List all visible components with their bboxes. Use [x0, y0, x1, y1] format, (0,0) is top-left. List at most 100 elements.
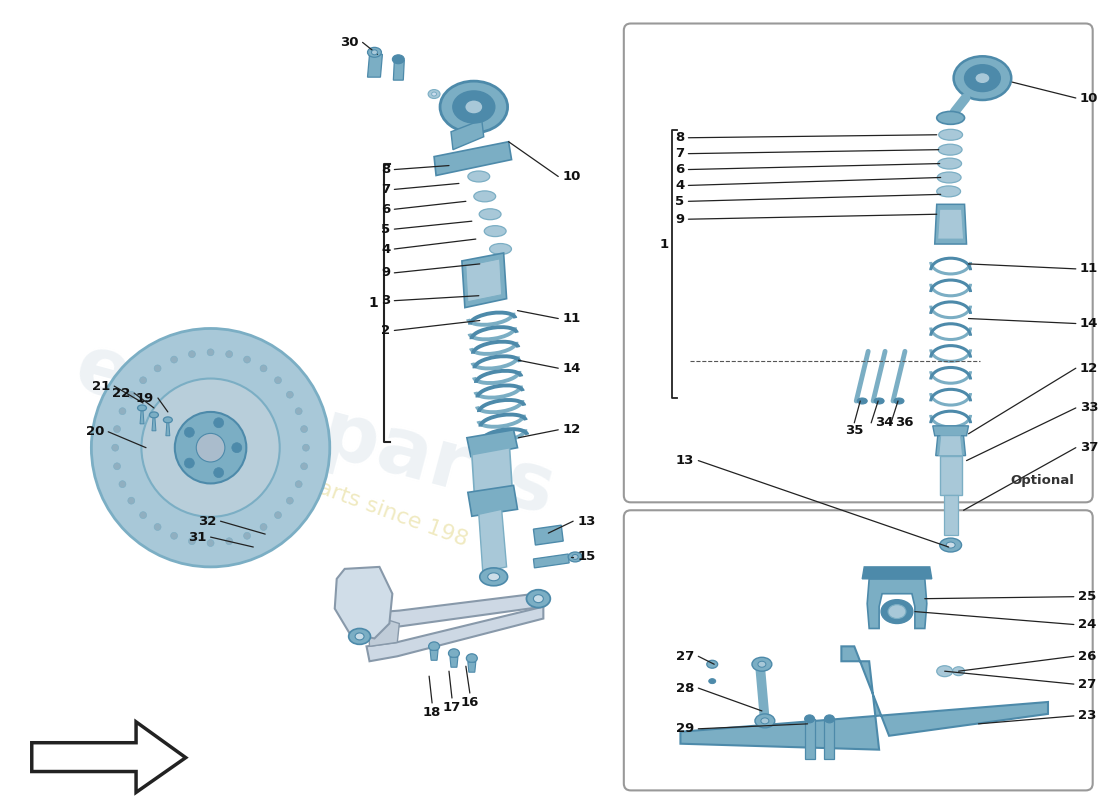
Ellipse shape — [965, 65, 1000, 91]
Text: 24: 24 — [1078, 618, 1097, 631]
Ellipse shape — [569, 552, 582, 562]
Text: 1: 1 — [368, 296, 378, 310]
Text: 26: 26 — [1078, 650, 1097, 662]
Circle shape — [112, 444, 119, 451]
Circle shape — [170, 532, 177, 539]
Ellipse shape — [752, 658, 772, 671]
Text: 12: 12 — [1080, 362, 1098, 374]
Ellipse shape — [367, 47, 382, 58]
Circle shape — [275, 377, 282, 384]
Text: passion for parts since 198: passion for parts since 198 — [179, 428, 470, 550]
Polygon shape — [360, 593, 543, 631]
Polygon shape — [466, 259, 502, 302]
Circle shape — [226, 350, 233, 358]
Text: 6: 6 — [381, 202, 390, 216]
Text: 29: 29 — [676, 722, 694, 735]
Ellipse shape — [937, 186, 960, 197]
Text: 15: 15 — [578, 550, 595, 563]
Text: 12: 12 — [562, 423, 581, 436]
Circle shape — [286, 497, 294, 504]
Polygon shape — [430, 650, 438, 660]
Text: 33: 33 — [1080, 402, 1098, 414]
Text: 17: 17 — [443, 702, 461, 714]
Text: 13: 13 — [676, 454, 694, 467]
Ellipse shape — [449, 649, 460, 658]
Circle shape — [185, 427, 195, 438]
Ellipse shape — [758, 662, 766, 667]
Ellipse shape — [874, 398, 884, 404]
Text: 10: 10 — [1080, 91, 1098, 105]
Ellipse shape — [468, 171, 490, 182]
Text: 5: 5 — [675, 195, 684, 208]
Text: 18: 18 — [422, 706, 441, 719]
Ellipse shape — [975, 73, 990, 84]
Text: 37: 37 — [1080, 441, 1098, 454]
Ellipse shape — [708, 678, 716, 684]
Ellipse shape — [707, 660, 717, 668]
Text: 25: 25 — [1078, 590, 1096, 603]
Ellipse shape — [881, 600, 913, 623]
Circle shape — [170, 356, 177, 363]
Circle shape — [91, 329, 330, 567]
Text: 32: 32 — [198, 514, 217, 528]
Circle shape — [275, 512, 282, 518]
Ellipse shape — [138, 405, 146, 411]
Text: eurosparts: eurosparts — [66, 328, 563, 531]
Text: 20: 20 — [86, 426, 104, 438]
Ellipse shape — [953, 666, 965, 676]
Ellipse shape — [939, 538, 961, 552]
Polygon shape — [939, 456, 961, 495]
Ellipse shape — [355, 633, 364, 640]
Ellipse shape — [453, 91, 495, 123]
Polygon shape — [867, 579, 927, 629]
Text: 4: 4 — [381, 242, 390, 255]
Text: 13: 13 — [578, 514, 595, 528]
Circle shape — [154, 365, 161, 372]
Polygon shape — [937, 210, 964, 239]
Text: 7: 7 — [382, 183, 390, 196]
Polygon shape — [804, 719, 814, 758]
Circle shape — [295, 481, 302, 488]
Ellipse shape — [465, 100, 483, 114]
Text: 1: 1 — [659, 238, 669, 250]
Polygon shape — [366, 606, 543, 662]
Circle shape — [119, 408, 125, 414]
Text: 28: 28 — [676, 682, 694, 694]
FancyBboxPatch shape — [624, 510, 1092, 790]
Text: Optional: Optional — [1010, 474, 1074, 487]
Ellipse shape — [466, 654, 477, 662]
Circle shape — [260, 365, 267, 372]
Circle shape — [142, 378, 279, 517]
Ellipse shape — [857, 398, 867, 404]
Circle shape — [243, 356, 251, 363]
Text: 2: 2 — [382, 324, 390, 337]
Polygon shape — [534, 554, 569, 568]
Ellipse shape — [938, 130, 962, 140]
Ellipse shape — [937, 666, 953, 677]
Polygon shape — [534, 525, 563, 545]
Text: 3: 3 — [381, 294, 390, 307]
Circle shape — [188, 350, 196, 358]
Polygon shape — [152, 418, 156, 430]
Text: 5: 5 — [382, 222, 390, 236]
Polygon shape — [394, 60, 405, 80]
Circle shape — [260, 523, 267, 530]
Polygon shape — [478, 510, 507, 572]
Polygon shape — [936, 436, 966, 456]
Text: 8: 8 — [675, 131, 684, 144]
Circle shape — [286, 391, 294, 398]
FancyBboxPatch shape — [624, 23, 1092, 502]
Text: 8: 8 — [381, 163, 390, 176]
Polygon shape — [140, 411, 144, 424]
Polygon shape — [472, 448, 513, 502]
Polygon shape — [825, 719, 835, 758]
Polygon shape — [367, 614, 399, 646]
Polygon shape — [468, 486, 517, 516]
Polygon shape — [466, 430, 517, 457]
Ellipse shape — [431, 92, 437, 96]
Ellipse shape — [888, 605, 906, 618]
Text: 22: 22 — [112, 386, 130, 399]
Ellipse shape — [937, 172, 961, 183]
Polygon shape — [944, 495, 958, 535]
Polygon shape — [163, 346, 261, 553]
